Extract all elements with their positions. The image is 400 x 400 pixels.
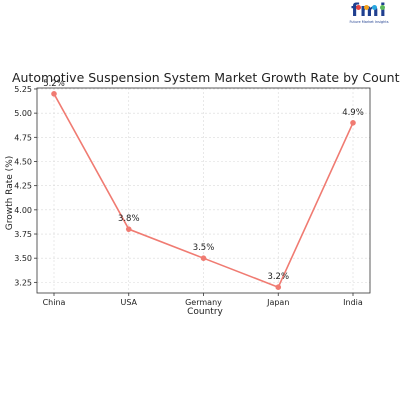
x-axis-label: Country bbox=[187, 307, 223, 317]
brand-logo: fmi Future Market Insights bbox=[346, 2, 392, 25]
y-tick-label: 3.50 bbox=[14, 254, 32, 263]
y-tick-label: 4.25 bbox=[14, 182, 32, 191]
logo-dot bbox=[356, 5, 361, 10]
data-label: 3.5% bbox=[193, 243, 215, 253]
x-axis: China USA Germany Japan India bbox=[43, 293, 363, 307]
data-point bbox=[200, 255, 207, 261]
logo-dot bbox=[380, 5, 385, 10]
x-tick-label: India bbox=[343, 298, 363, 307]
data-point bbox=[125, 226, 132, 232]
x-tick-label: Japan bbox=[266, 298, 289, 307]
data-label: 5.2% bbox=[43, 79, 65, 89]
gridlines bbox=[37, 88, 370, 293]
x-tick-label: Germany bbox=[185, 298, 222, 307]
x-tick-label: China bbox=[43, 298, 66, 307]
y-tick-label: 4.00 bbox=[14, 206, 32, 215]
y-axis-label: Growth Rate (%) bbox=[5, 156, 15, 231]
y-tick-label: 4.50 bbox=[14, 157, 32, 166]
logo-mark: fmi bbox=[346, 2, 392, 20]
plot-frame bbox=[36, 87, 371, 294]
y-tick-label: 5.00 bbox=[14, 109, 32, 118]
y-tick-label: 5.25 bbox=[14, 85, 32, 94]
logo-dot bbox=[364, 5, 369, 10]
data-label: 4.9% bbox=[342, 108, 364, 118]
logo-dots bbox=[352, 0, 392, 10]
y-tick-label: 3.25 bbox=[14, 278, 32, 287]
data-label: 3.2% bbox=[267, 272, 289, 282]
data-points bbox=[51, 91, 356, 290]
y-tick-label: 4.75 bbox=[14, 133, 32, 142]
y-axis: 3.25 3.50 3.75 4.00 4.25 4.50 4.75 5.00 5.25 bbox=[14, 85, 37, 287]
data-labels: 5.2% 3.8% 3.5% 3.2% 4.9% bbox=[43, 79, 364, 282]
data-point bbox=[350, 120, 356, 126]
data-point bbox=[275, 284, 282, 290]
chart-title: Automotive Suspension System Market Grow… bbox=[12, 70, 400, 85]
logo-dot bbox=[372, 5, 377, 10]
data-label: 3.8% bbox=[118, 214, 140, 224]
data-point bbox=[51, 91, 57, 97]
x-tick-label: USA bbox=[120, 298, 137, 307]
y-tick-label: 3.75 bbox=[14, 230, 32, 239]
logo-tagline: Future Market Insights bbox=[349, 20, 389, 24]
